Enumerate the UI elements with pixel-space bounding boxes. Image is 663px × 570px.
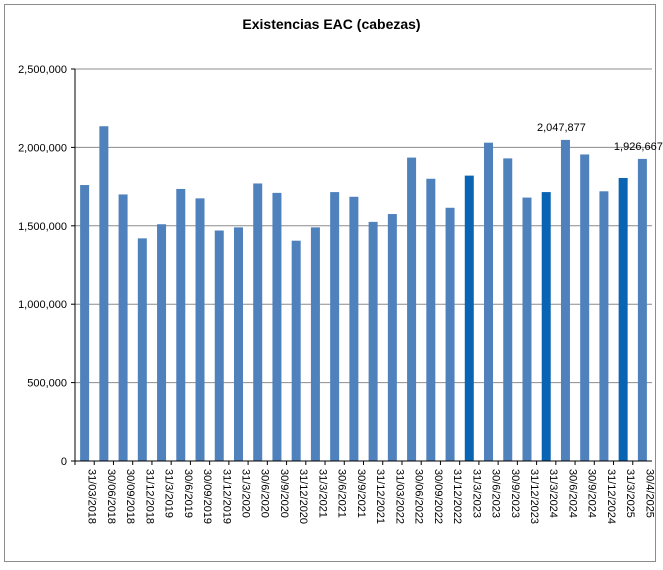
x-tick-label: 30/06/2018 — [105, 469, 117, 524]
y-tick-label: 2,000,000 — [18, 142, 67, 154]
bar — [272, 192, 282, 461]
bar — [214, 230, 224, 461]
x-tick-label: 30/6/2021 — [336, 469, 348, 518]
x-tick-label: 31/3/2020 — [239, 469, 251, 518]
data-label: 1,926,667 — [614, 141, 663, 153]
bar — [484, 142, 494, 462]
x-tick-label: 30/6/2019 — [182, 469, 194, 518]
x-tick-label: 31/12/2021 — [374, 469, 386, 524]
y-tick-label: 1,500,000 — [18, 221, 67, 233]
x-tick-label: 30/9/2023 — [509, 469, 521, 518]
x-tick-label: 30/6/2023 — [490, 469, 502, 518]
bar — [291, 240, 301, 461]
x-tick-label: 31/3/2024 — [547, 469, 559, 518]
x-tick-label: 30/09/2018 — [124, 469, 136, 524]
x-tick-label: 30/09/2019 — [201, 469, 213, 524]
x-tick-label: 31/3/2025 — [624, 469, 636, 518]
x-tick-label: 30/9/2020 — [278, 469, 290, 518]
bar — [618, 177, 628, 461]
x-tick-label: 31/12/2019 — [220, 469, 232, 524]
x-tick-label: 30/9/2021 — [355, 469, 367, 518]
x-tick-label: 31/03/2022 — [393, 469, 405, 524]
bar — [580, 154, 590, 461]
x-tick-label: 31/12/2020 — [297, 469, 309, 524]
bar — [464, 175, 474, 461]
x-tick-label: 31/12/2023 — [528, 469, 540, 524]
bar — [253, 183, 263, 462]
data-label: 2,047,877 — [537, 122, 586, 134]
x-tick-label: 30/09/2022 — [432, 469, 444, 524]
bar — [349, 196, 359, 462]
y-tick-label: 2,500,000 — [18, 64, 67, 76]
bar — [330, 192, 340, 461]
bar — [503, 158, 513, 461]
bar — [157, 224, 167, 461]
x-tick-label: 30/6/2024 — [566, 469, 578, 518]
x-tick-label: 31/12/2022 — [451, 469, 463, 524]
bar — [99, 126, 109, 462]
x-tick-label: 31/03/2018 — [86, 469, 98, 524]
bar — [195, 198, 205, 462]
bar — [310, 227, 320, 461]
bar — [137, 238, 147, 461]
y-tick-label: 0 — [61, 456, 67, 468]
bar — [80, 185, 90, 462]
chart-title: Existencias EAC (cabezas) — [242, 16, 421, 32]
bar — [233, 227, 243, 461]
x-tick-label: 31/12/2024 — [605, 469, 617, 524]
bar — [368, 221, 378, 461]
x-tick-label: 31/3/2023 — [470, 469, 482, 518]
x-tick-label: 31/3/2021 — [316, 469, 328, 518]
bar — [637, 158, 647, 461]
x-tick-label: 30/06/2022 — [413, 469, 425, 524]
bar — [426, 178, 436, 461]
x-tick-label: 31/12/2018 — [143, 469, 155, 524]
bar — [445, 207, 455, 461]
y-tick-label: 500,000 — [27, 378, 67, 390]
x-tick-label: 30/9/2024 — [586, 469, 598, 518]
bar — [176, 188, 186, 461]
bar — [118, 194, 128, 461]
y-tick-label: 1,000,000 — [18, 299, 67, 311]
bar — [599, 191, 609, 461]
bar — [407, 157, 417, 462]
x-tick-label: 30/4/2025 — [643, 469, 655, 518]
bar — [541, 192, 551, 461]
bar — [387, 214, 397, 461]
x-tick-label: 30/6/2020 — [259, 469, 271, 518]
bar — [522, 197, 532, 462]
bar — [560, 139, 570, 461]
x-tick-label: 31/3/2019 — [163, 469, 175, 518]
